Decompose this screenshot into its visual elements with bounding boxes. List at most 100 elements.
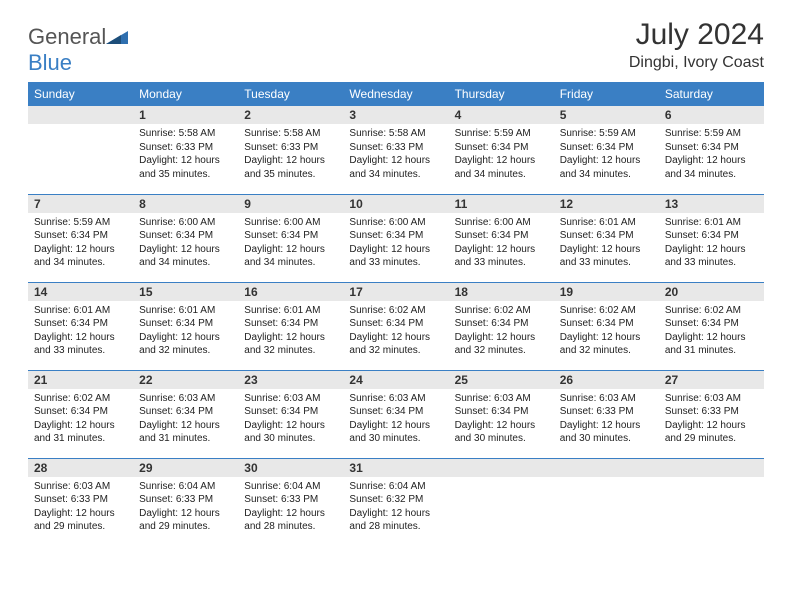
- day-cell: 29Sunrise: 6:04 AMSunset: 6:33 PMDayligh…: [133, 458, 238, 546]
- day-content: Sunrise: 6:01 AMSunset: 6:34 PMDaylight:…: [133, 301, 238, 361]
- day-content: Sunrise: 5:58 AMSunset: 6:33 PMDaylight:…: [343, 124, 448, 184]
- day-content: Sunrise: 6:03 AMSunset: 6:33 PMDaylight:…: [28, 477, 133, 537]
- day-content: Sunrise: 6:01 AMSunset: 6:34 PMDaylight:…: [659, 213, 764, 273]
- day-cell: 4Sunrise: 5:59 AMSunset: 6:34 PMDaylight…: [449, 106, 554, 194]
- week-row: 14Sunrise: 6:01 AMSunset: 6:34 PMDayligh…: [28, 282, 764, 370]
- day-number: 1: [133, 106, 238, 124]
- day-content: Sunrise: 5:58 AMSunset: 6:33 PMDaylight:…: [133, 124, 238, 184]
- day-cell: [659, 458, 764, 546]
- week-row: 28Sunrise: 6:03 AMSunset: 6:33 PMDayligh…: [28, 458, 764, 546]
- day-content: Sunrise: 6:04 AMSunset: 6:33 PMDaylight:…: [238, 477, 343, 537]
- location: Dingbi, Ivory Coast: [629, 54, 764, 72]
- day-number: 7: [28, 195, 133, 213]
- day-content: Sunrise: 6:02 AMSunset: 6:34 PMDaylight:…: [343, 301, 448, 361]
- day-content: Sunrise: 6:02 AMSunset: 6:34 PMDaylight:…: [659, 301, 764, 361]
- day-cell: 3Sunrise: 5:58 AMSunset: 6:33 PMDaylight…: [343, 106, 448, 194]
- weekday-sat: Saturday: [659, 82, 764, 106]
- day-content: Sunrise: 5:59 AMSunset: 6:34 PMDaylight:…: [28, 213, 133, 273]
- day-number: 29: [133, 459, 238, 477]
- day-number: 12: [554, 195, 659, 213]
- weekday-thu: Thursday: [449, 82, 554, 106]
- day-cell: 26Sunrise: 6:03 AMSunset: 6:33 PMDayligh…: [554, 370, 659, 458]
- day-cell: 19Sunrise: 6:02 AMSunset: 6:34 PMDayligh…: [554, 282, 659, 370]
- day-cell: 1Sunrise: 5:58 AMSunset: 6:33 PMDaylight…: [133, 106, 238, 194]
- day-number: 24: [343, 371, 448, 389]
- week-row: 21Sunrise: 6:02 AMSunset: 6:34 PMDayligh…: [28, 370, 764, 458]
- day-number: 4: [449, 106, 554, 124]
- day-cell: 25Sunrise: 6:03 AMSunset: 6:34 PMDayligh…: [449, 370, 554, 458]
- day-content: Sunrise: 6:03 AMSunset: 6:34 PMDaylight:…: [343, 389, 448, 449]
- day-content: Sunrise: 5:58 AMSunset: 6:33 PMDaylight:…: [238, 124, 343, 184]
- day-content: Sunrise: 5:59 AMSunset: 6:34 PMDaylight:…: [449, 124, 554, 184]
- day-number: 25: [449, 371, 554, 389]
- day-number: 15: [133, 283, 238, 301]
- day-number: 5: [554, 106, 659, 124]
- weekday-mon: Monday: [133, 82, 238, 106]
- logo-text: General Blue: [28, 24, 128, 76]
- week-row: 1Sunrise: 5:58 AMSunset: 6:33 PMDaylight…: [28, 106, 764, 194]
- day-cell: 21Sunrise: 6:02 AMSunset: 6:34 PMDayligh…: [28, 370, 133, 458]
- day-number: 19: [554, 283, 659, 301]
- day-number: 11: [449, 195, 554, 213]
- day-cell: 12Sunrise: 6:01 AMSunset: 6:34 PMDayligh…: [554, 194, 659, 282]
- day-number: 8: [133, 195, 238, 213]
- day-cell: 17Sunrise: 6:02 AMSunset: 6:34 PMDayligh…: [343, 282, 448, 370]
- day-content: Sunrise: 6:04 AMSunset: 6:32 PMDaylight:…: [343, 477, 448, 537]
- day-content: Sunrise: 6:04 AMSunset: 6:33 PMDaylight:…: [133, 477, 238, 537]
- day-content: Sunrise: 6:03 AMSunset: 6:34 PMDaylight:…: [133, 389, 238, 449]
- day-content: Sunrise: 6:02 AMSunset: 6:34 PMDaylight:…: [28, 389, 133, 449]
- day-number: 16: [238, 283, 343, 301]
- day-content: Sunrise: 6:02 AMSunset: 6:34 PMDaylight:…: [554, 301, 659, 361]
- day-number: 17: [343, 283, 448, 301]
- day-number: 9: [238, 195, 343, 213]
- calendar-page: General Blue July 2024 Dingbi, Ivory Coa…: [0, 0, 792, 564]
- day-content: Sunrise: 6:03 AMSunset: 6:33 PMDaylight:…: [659, 389, 764, 449]
- header: General Blue July 2024 Dingbi, Ivory Coa…: [28, 18, 764, 76]
- day-cell: 16Sunrise: 6:01 AMSunset: 6:34 PMDayligh…: [238, 282, 343, 370]
- day-content: Sunrise: 6:01 AMSunset: 6:34 PMDaylight:…: [554, 213, 659, 273]
- day-cell: 7Sunrise: 5:59 AMSunset: 6:34 PMDaylight…: [28, 194, 133, 282]
- weekday-wed: Wednesday: [343, 82, 448, 106]
- day-number: 22: [133, 371, 238, 389]
- day-number: 14: [28, 283, 133, 301]
- day-content: Sunrise: 6:01 AMSunset: 6:34 PMDaylight:…: [28, 301, 133, 361]
- weekday-sun: Sunday: [28, 82, 133, 106]
- day-number: [554, 459, 659, 477]
- day-number: 27: [659, 371, 764, 389]
- day-cell: 15Sunrise: 6:01 AMSunset: 6:34 PMDayligh…: [133, 282, 238, 370]
- calendar-table: Sunday Monday Tuesday Wednesday Thursday…: [28, 82, 764, 546]
- day-cell: 27Sunrise: 6:03 AMSunset: 6:33 PMDayligh…: [659, 370, 764, 458]
- day-cell: 10Sunrise: 6:00 AMSunset: 6:34 PMDayligh…: [343, 194, 448, 282]
- day-cell: 11Sunrise: 6:00 AMSunset: 6:34 PMDayligh…: [449, 194, 554, 282]
- day-number: 18: [449, 283, 554, 301]
- day-number: 30: [238, 459, 343, 477]
- day-content: Sunrise: 6:03 AMSunset: 6:34 PMDaylight:…: [238, 389, 343, 449]
- day-content: Sunrise: 6:00 AMSunset: 6:34 PMDaylight:…: [133, 213, 238, 273]
- day-number: 10: [343, 195, 448, 213]
- weekday-fri: Friday: [554, 82, 659, 106]
- logo-word2: Blue: [28, 50, 72, 75]
- day-number: [659, 459, 764, 477]
- day-content: Sunrise: 6:03 AMSunset: 6:33 PMDaylight:…: [554, 389, 659, 449]
- day-cell: 31Sunrise: 6:04 AMSunset: 6:32 PMDayligh…: [343, 458, 448, 546]
- day-cell: 18Sunrise: 6:02 AMSunset: 6:34 PMDayligh…: [449, 282, 554, 370]
- day-cell: 6Sunrise: 5:59 AMSunset: 6:34 PMDaylight…: [659, 106, 764, 194]
- weekday-header-row: Sunday Monday Tuesday Wednesday Thursday…: [28, 82, 764, 106]
- day-cell: 23Sunrise: 6:03 AMSunset: 6:34 PMDayligh…: [238, 370, 343, 458]
- day-content: Sunrise: 6:02 AMSunset: 6:34 PMDaylight:…: [449, 301, 554, 361]
- title-block: July 2024 Dingbi, Ivory Coast: [629, 18, 764, 72]
- day-cell: 14Sunrise: 6:01 AMSunset: 6:34 PMDayligh…: [28, 282, 133, 370]
- day-cell: [28, 106, 133, 194]
- day-number: [28, 106, 133, 124]
- day-content: Sunrise: 6:00 AMSunset: 6:34 PMDaylight:…: [238, 213, 343, 273]
- day-number: 13: [659, 195, 764, 213]
- day-cell: 20Sunrise: 6:02 AMSunset: 6:34 PMDayligh…: [659, 282, 764, 370]
- day-content: Sunrise: 5:59 AMSunset: 6:34 PMDaylight:…: [554, 124, 659, 184]
- day-cell: 30Sunrise: 6:04 AMSunset: 6:33 PMDayligh…: [238, 458, 343, 546]
- day-number: 6: [659, 106, 764, 124]
- logo-flag-icon: [106, 24, 128, 42]
- logo: General Blue: [28, 18, 128, 76]
- day-cell: 2Sunrise: 5:58 AMSunset: 6:33 PMDaylight…: [238, 106, 343, 194]
- day-cell: 22Sunrise: 6:03 AMSunset: 6:34 PMDayligh…: [133, 370, 238, 458]
- day-content: Sunrise: 6:01 AMSunset: 6:34 PMDaylight:…: [238, 301, 343, 361]
